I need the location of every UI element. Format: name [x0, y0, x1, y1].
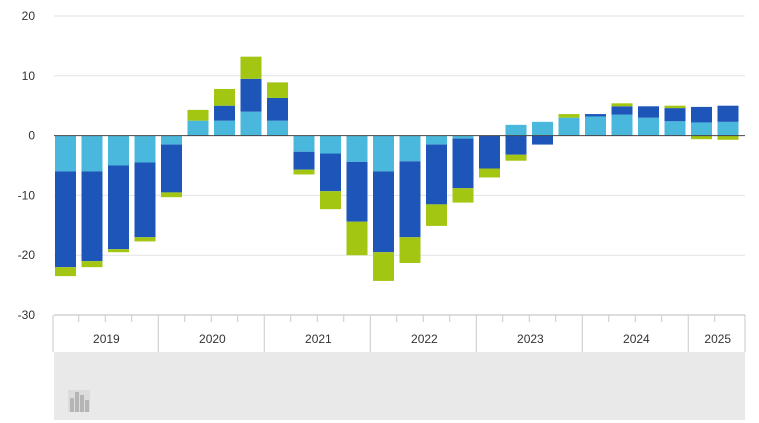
bar-segment-light-blue	[320, 135, 341, 154]
y-axis-tick-labels: 20 10 0 -10 -20 -30	[18, 9, 36, 322]
bar-segment-dark-blue	[452, 138, 474, 189]
bar-segment-dark-blue	[240, 78, 262, 112]
bar-segment-green	[664, 105, 686, 109]
bar-segment-dark-blue	[664, 108, 686, 122]
y-tick-label: 0	[28, 129, 35, 143]
bar-segment-green	[214, 88, 235, 106]
icon-bar	[70, 398, 74, 412]
bar-segment-dark-blue	[214, 105, 235, 121]
bar-segment-dark-blue	[346, 161, 368, 222]
bar-segment-green	[691, 135, 712, 140]
bar-segment-green	[717, 135, 739, 140]
bar-segment-green	[611, 103, 633, 107]
bar-segment-dark-blue	[505, 135, 527, 155]
x-year-label: 2024	[623, 332, 650, 346]
bar-segment-green	[346, 221, 368, 256]
x-year-label: 2025	[704, 332, 731, 346]
icon-bar	[85, 400, 89, 412]
bar-segment-dark-blue	[134, 162, 156, 238]
icon-bar	[75, 392, 79, 412]
bar-segment-dark-blue	[55, 171, 76, 268]
bar-segment-dark-blue	[638, 106, 659, 118]
bar-segment-light-blue	[399, 135, 421, 162]
bar-segment-light-blue	[638, 117, 659, 136]
bar-segment-light-blue	[532, 121, 553, 136]
bars	[55, 56, 739, 281]
bar-segment-green	[81, 261, 103, 268]
bar-segment-light-blue	[134, 135, 156, 163]
x-year-label: 2023	[517, 332, 544, 346]
bar-segment-dark-blue	[399, 161, 421, 238]
bar-segment-green	[479, 168, 500, 178]
x-year-label: 2022	[411, 332, 438, 346]
bar-segment-green	[108, 249, 129, 253]
bar-segment-dark-blue	[108, 165, 129, 250]
bar-segment-green	[320, 191, 341, 210]
y-tick-label: 10	[22, 69, 36, 83]
bar-segment-dark-blue	[373, 171, 394, 253]
bar-segment-light-blue	[373, 135, 394, 172]
x-year-label: 2020	[199, 332, 226, 346]
bar-segment-dark-blue	[479, 135, 500, 169]
bar-segment-light-blue	[664, 121, 686, 136]
x-year-label: 2019	[93, 332, 120, 346]
bar-segment-green	[426, 204, 447, 226]
bar-segment-green	[161, 192, 182, 198]
bar-segment-dark-blue	[585, 114, 606, 117]
bar-segment-green	[55, 267, 76, 277]
y-tick-label: -10	[18, 188, 36, 202]
bar-chart-icon[interactable]	[68, 390, 90, 412]
bar-segment-dark-blue	[691, 106, 712, 123]
bar-segment-light-blue	[240, 111, 262, 136]
footer-panel	[54, 352, 745, 420]
bar-segment-green	[452, 188, 474, 203]
x-year-label: 2021	[305, 332, 332, 346]
bar-segment-dark-blue	[320, 153, 341, 192]
bar-segment-light-blue	[187, 120, 209, 136]
bar-segment-dark-blue	[611, 106, 633, 115]
bar-segment-light-blue	[691, 122, 712, 136]
bar-segment-light-blue	[108, 135, 129, 166]
bar-segment-dark-blue	[532, 135, 553, 145]
bar-segment-light-blue	[346, 135, 368, 162]
bar-segment-dark-blue	[293, 151, 315, 170]
bar-segment-light-blue	[293, 135, 315, 152]
bar-segment-light-blue	[267, 120, 288, 136]
y-tick-label: -20	[18, 248, 36, 262]
bar-segment-dark-blue	[717, 105, 739, 122]
bar-segment-light-blue	[55, 135, 76, 172]
bar-segment-light-blue	[161, 135, 182, 145]
bar-segment-light-blue	[611, 114, 633, 136]
bar-segment-dark-blue	[81, 171, 103, 262]
bar-segment-dark-blue	[161, 144, 182, 193]
bar-segment-light-blue	[214, 120, 235, 136]
bar-segment-light-blue	[558, 117, 580, 136]
bar-segment-green	[134, 237, 156, 242]
icon-bar	[80, 395, 84, 412]
y-tick-label: -30	[18, 308, 36, 322]
bar-segment-light-blue	[81, 135, 103, 172]
chart-footer	[54, 352, 745, 420]
bar-segment-dark-blue	[426, 144, 447, 205]
y-tick-label: 20	[22, 9, 36, 23]
bar-segment-light-blue	[505, 124, 527, 136]
bar-segment-green	[240, 56, 262, 79]
bar-segment-green	[399, 237, 421, 263]
bar-segment-green	[373, 252, 394, 281]
bar-segment-green	[187, 109, 209, 121]
bar-segment-light-blue	[717, 121, 739, 136]
bar-segment-light-blue	[426, 135, 447, 145]
bar-segment-green	[505, 154, 527, 161]
x-axis: 2019 2020 2021 2022 2023 2024 2025	[52, 314, 746, 352]
bar-segment-green	[293, 169, 315, 175]
bar-segment-light-blue	[585, 116, 606, 136]
bar-segment-light-blue	[452, 135, 474, 139]
bar-segment-green	[558, 114, 580, 118]
bar-segment-green	[267, 82, 288, 98]
bar-segment-dark-blue	[267, 97, 288, 121]
